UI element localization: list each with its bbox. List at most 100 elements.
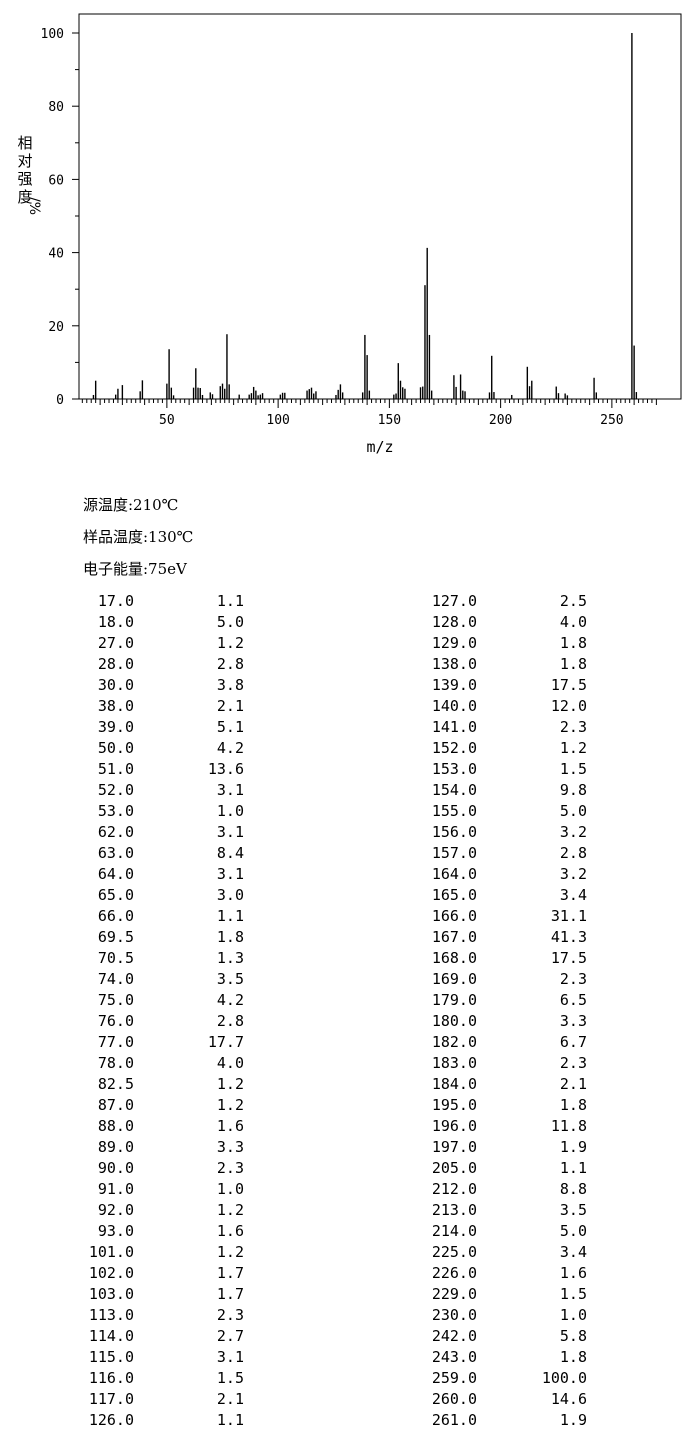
peak-intensity: 1.6: [216, 1222, 244, 1240]
peak-intensity: 6.7: [559, 1033, 587, 1051]
peak-intensity: 1.7: [216, 1264, 244, 1282]
peak-mz: 167.0: [431, 928, 477, 946]
peak-intensity: 3.4: [559, 886, 587, 904]
peak-mz: 69.5: [97, 928, 134, 946]
peak-mz: 214.0: [431, 1222, 477, 1240]
peak-mz: 128.0: [431, 613, 477, 631]
peak-intensity: 1.8: [216, 928, 244, 946]
peak-intensity: 2.7: [216, 1327, 244, 1345]
peak-mz: 212.0: [431, 1180, 477, 1198]
peak-mz: 141.0: [431, 718, 477, 736]
peak-mz: 156.0: [431, 823, 477, 841]
peak-mz: 76.0: [97, 1012, 134, 1030]
peak-mz: 184.0: [431, 1075, 477, 1093]
peak-intensity: 1.0: [216, 1180, 244, 1198]
peak-mz: 39.0: [97, 718, 134, 736]
y-tick-label: 20: [48, 320, 64, 335]
peak-intensity: 8.8: [559, 1180, 587, 1198]
peak-mz: 168.0: [431, 949, 477, 967]
peak-intensity: 1.1: [216, 1411, 244, 1429]
peak-mz: 230.0: [431, 1306, 477, 1324]
peak-mz: 62.0: [97, 823, 134, 841]
peak-intensity: 3.4: [559, 1243, 587, 1261]
peak-mz: 242.0: [431, 1327, 477, 1345]
peak-mz: 243.0: [431, 1348, 477, 1366]
peak-intensity: 1.5: [216, 1369, 244, 1387]
peak-mz: 51.0: [97, 760, 134, 778]
peak-mz: 89.0: [97, 1138, 134, 1156]
peak-intensity: 1.5: [559, 1285, 587, 1303]
peak-mz: 88.0: [97, 1117, 134, 1135]
peak-intensity: 14.6: [550, 1390, 587, 1408]
peak-intensity: 2.3: [559, 718, 587, 736]
peak-intensity: 2.8: [216, 655, 244, 673]
peak-mz: 63.0: [97, 844, 134, 862]
peak-intensity: 3.1: [216, 865, 244, 883]
peak-mz: 129.0: [431, 634, 477, 652]
peak-intensity: 3.3: [216, 1138, 244, 1156]
peak-intensity: 100.0: [541, 1369, 587, 1387]
peak-intensity: 2.8: [559, 844, 587, 862]
peak-intensity: 2.8: [216, 1012, 244, 1030]
peak-intensity: 1.8: [559, 1096, 587, 1114]
peak-intensity: 4.0: [216, 1054, 244, 1072]
peak-intensity: 1.1: [216, 592, 244, 610]
peak-mz: 183.0: [431, 1054, 477, 1072]
peak-mz: 153.0: [431, 760, 477, 778]
peak-intensity: 1.2: [216, 1096, 244, 1114]
peak-mz: 127.0: [431, 592, 477, 610]
peak-mz: 90.0: [97, 1159, 134, 1177]
peak-intensity: 1.1: [559, 1159, 587, 1177]
peak-intensity: 3.8: [216, 676, 244, 694]
peak-intensity: 1.2: [216, 1243, 244, 1261]
peak-mz: 75.0: [97, 991, 134, 1009]
peak-intensity: 2.1: [216, 1390, 244, 1408]
peak-intensity: 4.2: [216, 739, 244, 757]
peak-mz: 102.0: [88, 1264, 134, 1282]
peak-intensity: 2.1: [216, 697, 244, 715]
peak-intensity: 1.1: [216, 907, 244, 925]
peak-intensity: 2.3: [559, 970, 587, 988]
peak-mz: 213.0: [431, 1201, 477, 1219]
peak-intensity: 1.8: [559, 655, 587, 673]
peak-mz: 260.0: [431, 1390, 477, 1408]
peak-mz: 179.0: [431, 991, 477, 1009]
source-temperature: 源温度:210℃: [83, 496, 179, 514]
x-axis: 50 100 150 200 250: [81, 399, 657, 428]
peak-mz: 115.0: [88, 1348, 134, 1366]
peak-mz: 27.0: [97, 634, 134, 652]
peak-intensity: 17.7: [207, 1033, 244, 1051]
peak-mz: 64.0: [97, 865, 134, 883]
peak-mz: 91.0: [97, 1180, 134, 1198]
peak-intensity: 2.3: [216, 1306, 244, 1324]
peak-mz: 103.0: [88, 1285, 134, 1303]
peak-mz: 101.0: [88, 1243, 134, 1261]
sample-temperature: 样品温度:130℃: [83, 528, 194, 546]
peak-mz: 82.5: [97, 1075, 134, 1093]
peak-intensity: 1.9: [559, 1138, 587, 1156]
peak-intensity: 5.8: [559, 1327, 587, 1345]
peak-intensity: 2.3: [216, 1159, 244, 1177]
peak-mz: 259.0: [431, 1369, 477, 1387]
peak-intensity: 6.5: [559, 991, 587, 1009]
y-axis-label-char: 强: [17, 170, 32, 188]
peak-intensity: 41.3: [550, 928, 587, 946]
peak-intensity: 1.2: [559, 739, 587, 757]
x-axis-label: m/z: [366, 438, 393, 456]
peak-intensity: 31.1: [550, 907, 587, 925]
peak-intensity: 3.2: [559, 865, 587, 883]
peak-intensity: 13.6: [207, 760, 244, 778]
peak-mz: 140.0: [431, 697, 477, 715]
peak-mz: 229.0: [431, 1285, 477, 1303]
peak-intensity: 2.5: [559, 592, 587, 610]
y-tick-label: 0: [56, 393, 64, 408]
peak-mz: 195.0: [431, 1096, 477, 1114]
peak-mz: 139.0: [431, 676, 477, 694]
peak-intensity: 3.1: [216, 781, 244, 799]
peak-intensity: 3.3: [559, 1012, 587, 1030]
peak-mz: 138.0: [431, 655, 477, 673]
y-tick-label: 40: [48, 247, 64, 262]
peak-mz: 117.0: [88, 1390, 134, 1408]
